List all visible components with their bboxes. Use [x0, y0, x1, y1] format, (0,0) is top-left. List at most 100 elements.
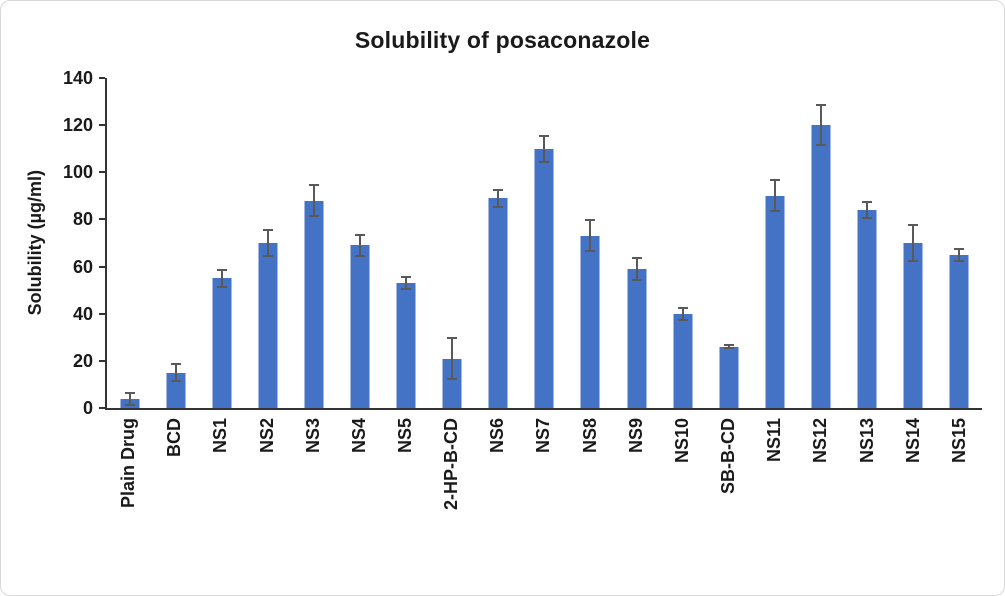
error-bar: [359, 233, 362, 258]
x-tick-label: NS15: [948, 418, 969, 464]
bar: [442, 358, 462, 408]
error-bar: [267, 228, 270, 258]
y-tick-label: 80: [72, 209, 93, 230]
error-bar: [819, 103, 822, 147]
x-tick-label: NS11: [764, 418, 785, 463]
bar-column: [475, 78, 521, 408]
x-tick-label: NS4: [348, 418, 369, 454]
chart-title: Solubility of posaconazole: [354, 27, 651, 53]
x-tick-label: NS8: [579, 418, 600, 454]
y-tick-mark: [99, 124, 105, 127]
error-bar: [129, 391, 132, 406]
bar: [765, 195, 785, 408]
bar-column: [107, 78, 153, 408]
error-bar: [497, 188, 500, 208]
bar: [488, 198, 508, 408]
x-tick-label: NS6: [487, 418, 508, 454]
x-label-cell: NS8: [567, 418, 613, 584]
x-axis-labels: Plain Drug BCD NS1 NS2 NS3 NS4 NS5 2-HP-B-CD NS6…: [105, 410, 982, 584]
bar: [627, 268, 647, 408]
x-label-cell: 2-HP-B-CD: [428, 418, 474, 584]
bar: [350, 245, 370, 408]
x-label-cell: NS12: [797, 418, 843, 584]
bar: [949, 254, 969, 408]
x-label-cell: NS3: [290, 418, 336, 584]
y-tick-mark: [99, 77, 105, 79]
x-label-cell: NS10: [659, 418, 705, 584]
y-axis-ticks: 0 20 40 60 80 100 120 140: [53, 69, 105, 417]
error-bar: [543, 134, 546, 163]
x-tick-label: NS2: [256, 418, 277, 454]
x-label-cell: NS4: [336, 418, 382, 584]
y-tick-mark: [99, 265, 105, 268]
x-tick-label: NS1: [210, 418, 231, 454]
y-axis-label-wrap: Solubility (µg/ml): [17, 78, 53, 408]
bar: [580, 235, 600, 408]
bar: [857, 210, 877, 408]
error-bar: [589, 219, 592, 253]
y-tick-mark: [99, 359, 105, 362]
y-tick-label: 100: [62, 162, 93, 183]
y-tick-label: 20: [72, 350, 93, 371]
error-bar: [727, 344, 730, 350]
bar-column: [291, 78, 337, 408]
error-bar: [175, 363, 178, 383]
y-tick-label: 140: [62, 68, 93, 88]
error-bar: [405, 276, 408, 291]
bar: [258, 243, 278, 408]
x-label-cell: NS5: [382, 418, 428, 584]
error-bar: [221, 268, 224, 288]
x-label-cell: SB-B-CD: [705, 418, 751, 584]
bar: [304, 200, 324, 408]
y-tick-label: 40: [72, 303, 93, 324]
bar-column: [383, 78, 429, 408]
x-label-cell: NS6: [474, 418, 520, 584]
y-tick-label: 60: [72, 256, 93, 277]
bar-column: [429, 78, 475, 408]
bar-column: [752, 78, 798, 408]
x-label-cell: BCD: [151, 418, 197, 584]
x-tick-label: NS10: [671, 418, 692, 464]
bar: [396, 283, 416, 408]
x-tick-label: NS3: [302, 418, 323, 454]
x-label-cell: NS15: [936, 418, 982, 584]
x-tick-label: SB-B-CD: [718, 418, 739, 494]
y-tick-label: 0: [82, 398, 93, 418]
x-label-cell: NS2: [243, 418, 289, 584]
error-bar: [635, 257, 638, 281]
bar-column: [798, 78, 844, 408]
x-tick-label: Plain Drug: [118, 418, 139, 509]
bar-column: [245, 78, 291, 408]
bar-column: [614, 78, 660, 408]
y-tick-mark: [99, 171, 105, 174]
bar-column: [521, 78, 567, 408]
bar-column: [844, 78, 890, 408]
bar-column: [706, 78, 752, 408]
bar: [534, 148, 554, 408]
bar: [903, 243, 923, 408]
y-tick-mark: [99, 312, 105, 315]
x-label-cell: NS7: [520, 418, 566, 584]
bar-column: [660, 78, 706, 408]
bar-column: [153, 78, 199, 408]
x-label-cell: NS11: [751, 418, 797, 584]
error-bar: [313, 184, 316, 218]
error-bar: [957, 247, 960, 262]
bar-column: [337, 78, 383, 408]
error-bar: [773, 179, 776, 213]
x-tick-label: NS5: [395, 418, 416, 454]
x-tick-label: 2-HP-B-CD: [441, 418, 462, 510]
x-label-cell: NS9: [613, 418, 659, 584]
error-bar: [451, 337, 454, 380]
bar: [719, 346, 739, 408]
x-tick-label: NS9: [625, 418, 646, 454]
y-axis-label: Solubility (µg/ml): [24, 170, 45, 316]
x-tick-label: NS14: [902, 418, 923, 464]
chart-body: Solubility (µg/ml) 0 20 40 60 80 100 120 140 Pl…: [1, 69, 1004, 584]
bar-column: [567, 78, 613, 408]
bar: [811, 125, 831, 408]
x-tick-label: BCD: [164, 418, 185, 457]
bar-column: [890, 78, 936, 408]
bar: [673, 313, 693, 408]
